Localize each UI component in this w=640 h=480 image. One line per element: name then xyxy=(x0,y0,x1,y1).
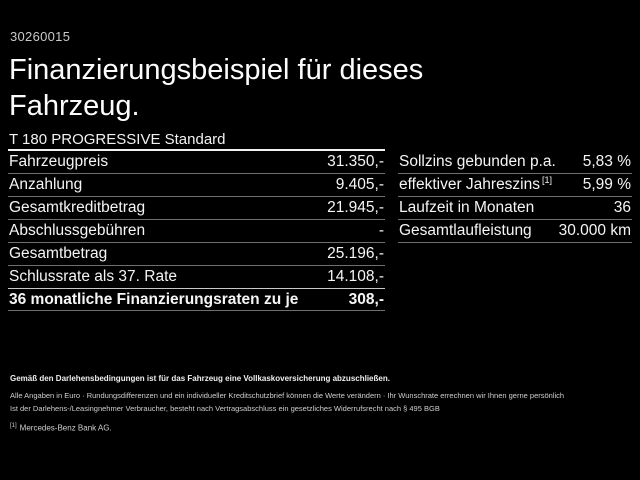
table-row-gesamtbetrag: Gesamtbetrag 25.196,- xyxy=(8,243,385,266)
row-label: Fahrzeugpreis xyxy=(9,153,109,170)
table-row-abschlussgebuehren: Abschlussgebühren - xyxy=(8,220,385,243)
disclaimer-line-1: Alle Angaben in Euro · Rundungsdifferenz… xyxy=(10,391,565,400)
footnote-text: Mercedes-Benz Bank AG. xyxy=(19,423,112,433)
row-value: 25.196,- xyxy=(327,245,384,262)
row-value: 5,99 % xyxy=(582,176,631,193)
row-label: Gesamtkreditbetrag xyxy=(9,199,146,216)
row-label: Anzahlung xyxy=(9,176,83,193)
disclaimer-line-2: Ist der Darlehens-/Leasingnehmer Verbrau… xyxy=(10,404,440,413)
row-label: Sollzins gebunden p.a. xyxy=(399,153,556,170)
table-row-effektiver-jahreszins: effektiver Jahreszins [1] 5,99 % xyxy=(398,174,632,197)
table-row-schlussrate: Schlussrate als 37. Rate 14.108,- xyxy=(8,266,385,289)
row-label: effektiver Jahreszins [1] xyxy=(399,174,553,193)
table-row-sollzins: Sollzins gebunden p.a. 5,83 % xyxy=(398,151,632,174)
footnote-marker-sup: [1] xyxy=(542,174,553,185)
financing-tables: Fahrzeugpreis 31.350,- Anzahlung 9.405,-… xyxy=(8,149,632,311)
row-label: Gesamtlaufleistung xyxy=(399,222,532,239)
table-row-gesamtkreditbetrag: Gesamtkreditbetrag 21.945,- xyxy=(8,197,385,220)
row-value: 14.108,- xyxy=(327,268,384,285)
footnote-marker: [1] xyxy=(10,423,17,429)
table-row-monatsrate: 36 monatliche Finanzierungsraten zu je 3… xyxy=(8,288,385,311)
table-row-anzahlung: Anzahlung 9.405,- xyxy=(8,174,385,197)
row-label: Schlussrate als 37. Rate xyxy=(9,268,178,285)
financing-conditions-table: Sollzins gebunden p.a. 5,83 % effektiver… xyxy=(398,151,632,243)
table-row-gesamtlaufleistung: Gesamtlaufleistung 30.000 km xyxy=(398,220,632,243)
row-value: 308,- xyxy=(348,290,384,308)
row-label: 36 monatliche Finanzierungsraten zu je xyxy=(9,290,299,308)
row-label: Gesamtbetrag xyxy=(9,245,108,262)
legal-footer: Gemäß den Darlehensbedingungen ist für d… xyxy=(10,374,632,433)
page-title: Finanzierungsbeispiel für dieses Fahrzeu… xyxy=(9,54,424,122)
row-value: 36 xyxy=(613,199,631,216)
insurance-requirement-note: Gemäß den Darlehensbedingungen ist für d… xyxy=(10,374,390,383)
offer-code: 30260015 xyxy=(10,29,71,44)
bank-footnote: [1] Mercedes-Benz Bank AG. xyxy=(10,423,632,433)
financing-cost-table: Fahrzeugpreis 31.350,- Anzahlung 9.405,-… xyxy=(8,149,385,311)
table-row-laufzeit: Laufzeit in Monaten 36 xyxy=(398,197,632,220)
row-value: 21.945,- xyxy=(327,199,384,216)
row-value: 5,83 % xyxy=(582,153,631,170)
vehicle-model-subtitle: T 180 PROGRESSIVE Standard xyxy=(9,131,226,148)
row-value: 9.405,- xyxy=(335,176,384,193)
table-row-fahrzeugpreis: Fahrzeugpreis 31.350,- xyxy=(8,151,385,174)
row-label: Laufzeit in Monaten xyxy=(399,199,535,216)
row-value: 31.350,- xyxy=(327,153,384,170)
row-label: Abschlussgebühren xyxy=(9,222,146,239)
row-value: 30.000 km xyxy=(558,222,631,239)
row-value: - xyxy=(378,222,384,239)
